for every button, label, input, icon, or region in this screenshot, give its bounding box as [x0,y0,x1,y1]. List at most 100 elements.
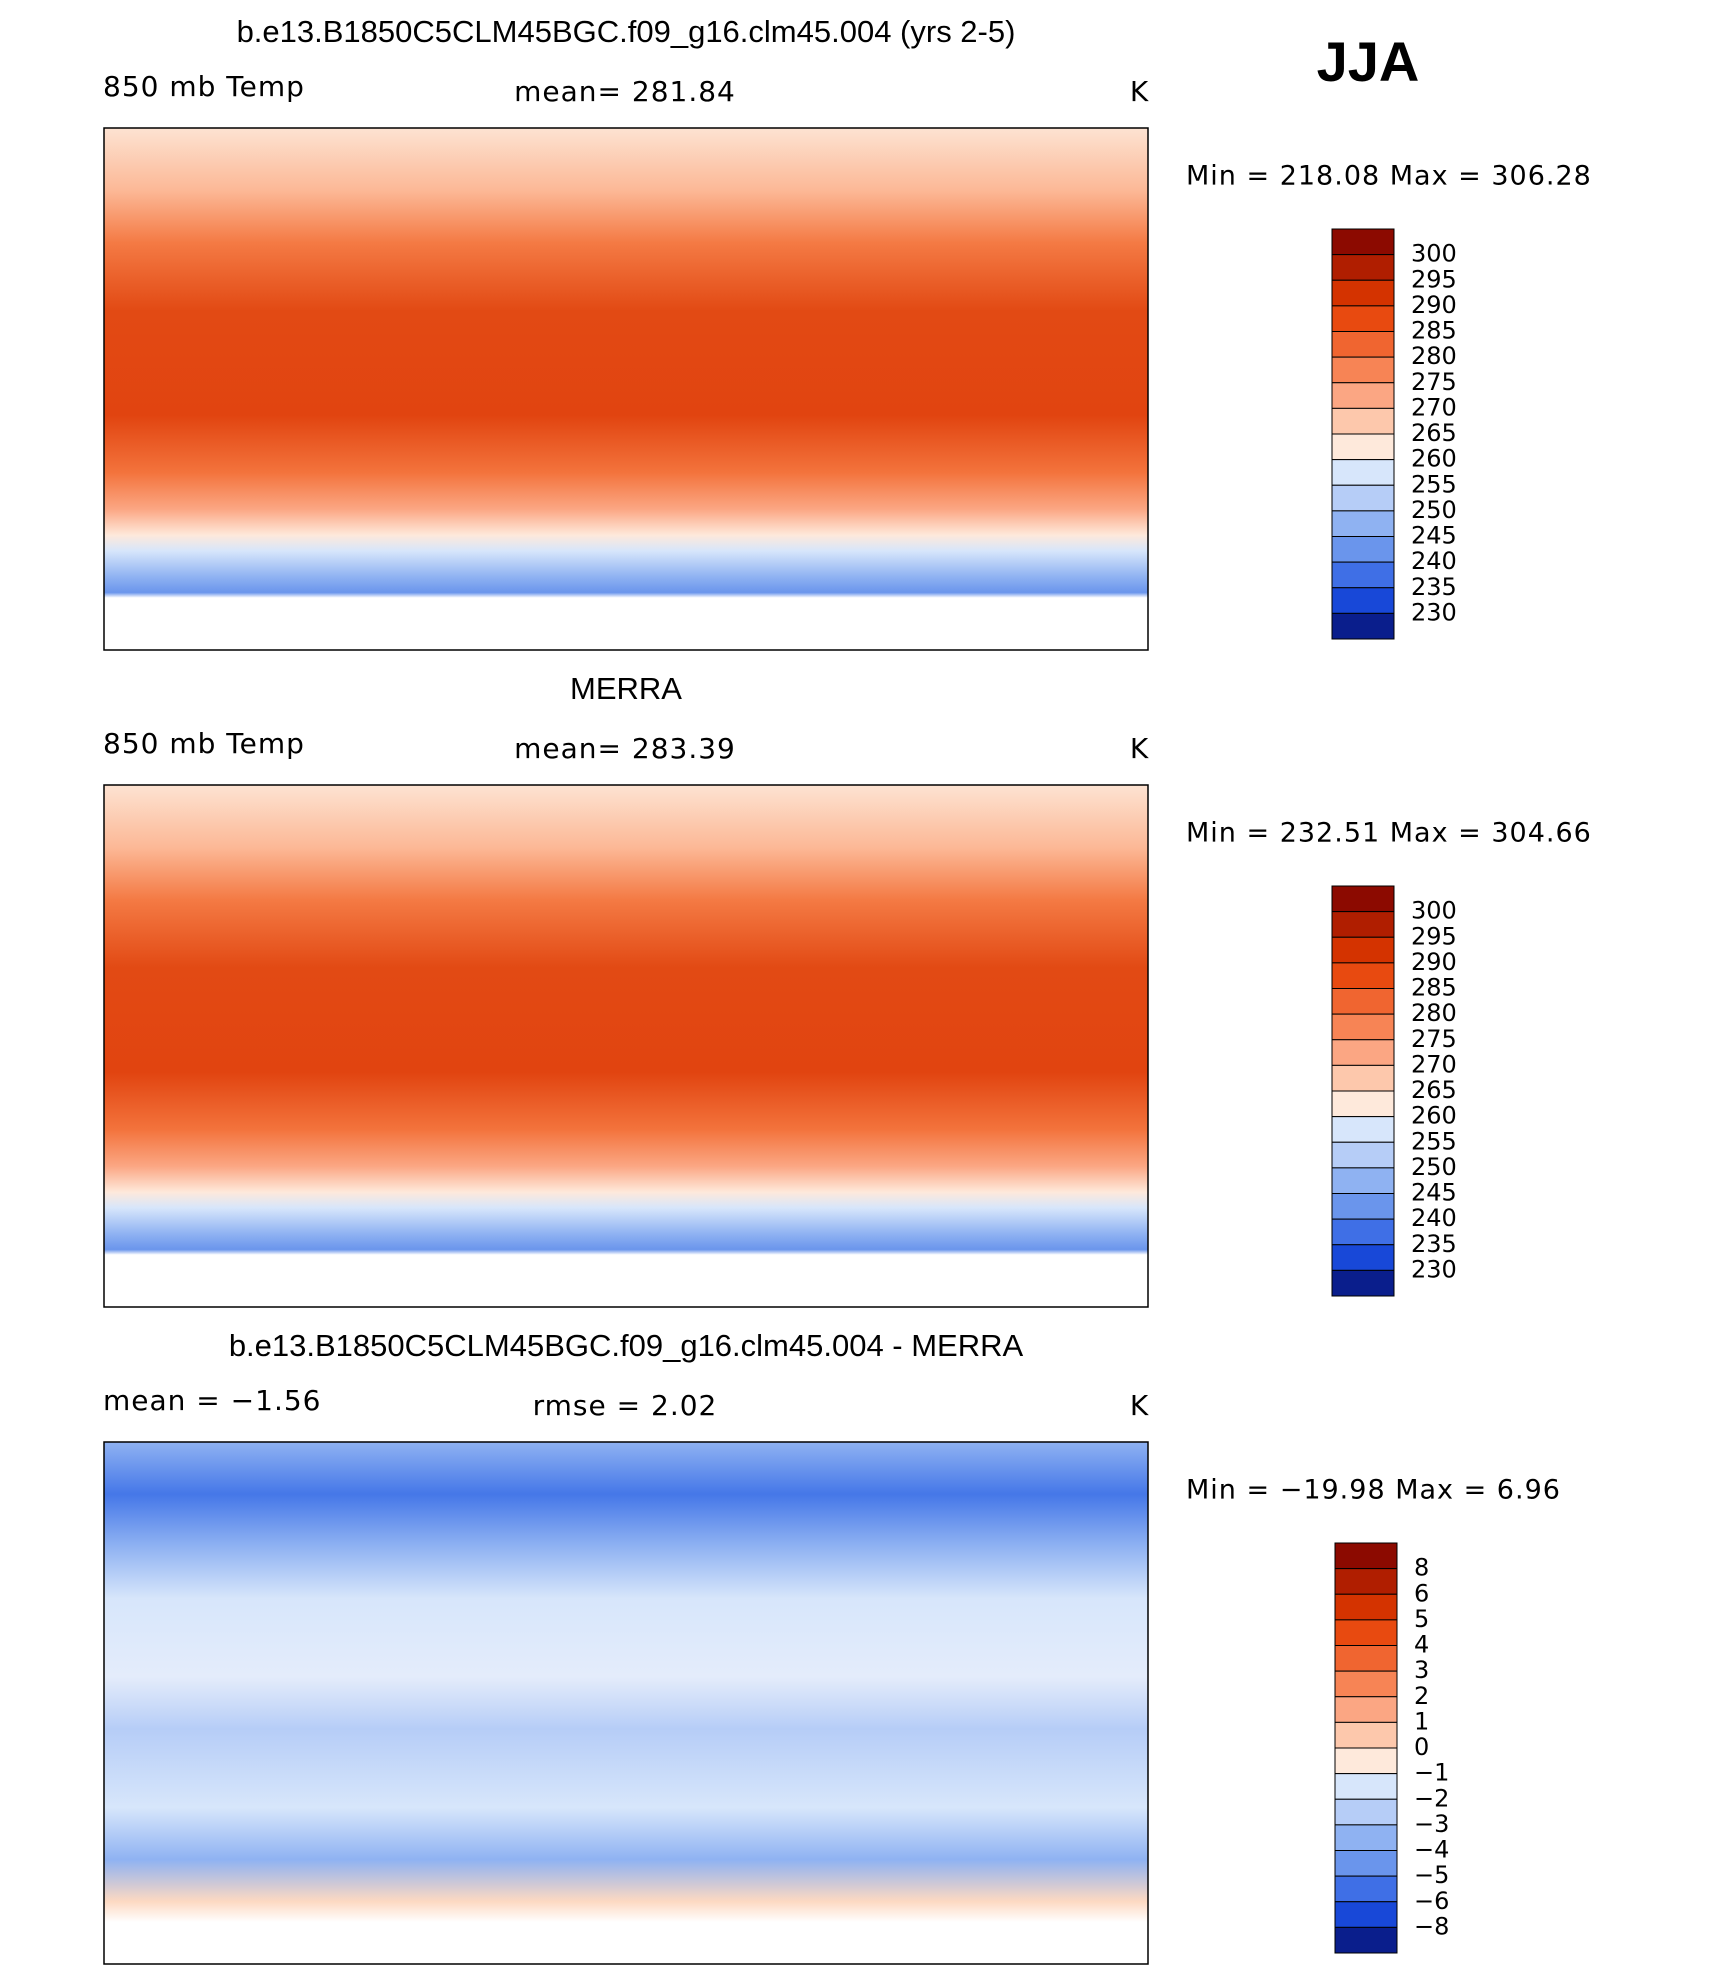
colorbar-label: 3 [1414,1656,1429,1684]
colorbar-box [1334,1670,1398,1698]
colorbar-box [1334,1747,1398,1775]
colorbar-label: −3 [1414,1810,1449,1838]
season-label: JJA [1317,30,1420,93]
center-label: mean= 281.84 [514,75,736,108]
colorbar-label: 1 [1414,1707,1429,1735]
units-label: K [1130,75,1149,108]
colorbar-box [1331,1193,1395,1220]
panel-title: MERRA [570,671,682,706]
panel-title: b.e13.B1850C5CLM45BGC.f09_g16.clm45.004 … [237,14,1016,49]
colorbar-box [1334,1542,1398,1570]
colorbar-label: 240 [1411,1204,1457,1232]
left-label: 850 mb Temp [103,70,305,103]
colorbar-label: 280 [1411,999,1457,1027]
colorbar-label: −2 [1414,1784,1449,1812]
colorbar-label: 0 [1414,1733,1429,1761]
colorbar-box [1331,228,1395,256]
map [103,127,1149,651]
colorbar-box [1331,1039,1395,1066]
colorbar-label: 295 [1411,922,1457,950]
colorbar-label: 230 [1411,598,1457,626]
colorbar-label: 235 [1411,573,1457,601]
colorbar-label: 2 [1414,1682,1429,1710]
colorbar-box [1334,1824,1398,1851]
colorbar-label: 255 [1411,1127,1457,1155]
colorbar-box [1334,1568,1398,1595]
colorbar-box [1334,1645,1398,1672]
colorbar-box [1331,936,1395,964]
colorbar-box [1331,1116,1395,1143]
colorbar-box [1331,885,1395,913]
colorbar-box [1331,305,1395,332]
colorbar-box [1331,459,1395,486]
colorbar-label: −5 [1414,1861,1449,1889]
colorbar-box [1331,962,1395,989]
map [103,784,1149,1308]
colorbar-box [1334,1593,1398,1621]
colorbar-box [1331,433,1395,461]
panel-title: b.e13.B1850C5CLM45BGC.f09_g16.clm45.004 … [229,1328,1024,1363]
colorbar-label: 8 [1414,1554,1429,1582]
colorbar-box [1331,988,1395,1015]
colorbar-label: 245 [1411,522,1457,550]
colorbar-label: 280 [1411,342,1457,370]
colorbar-box [1331,254,1395,281]
colorbar-box [1334,1875,1398,1903]
center-label: mean= 283.39 [514,732,736,765]
colorbar-label: 6 [1414,1579,1429,1607]
center-label: rmse = 2.02 [533,1389,718,1422]
colorbar-box [1331,1141,1395,1169]
colorbar-label: 245 [1411,1179,1457,1207]
colorbar-label: 260 [1411,445,1457,473]
colorbar-label: 300 [1411,240,1457,268]
colorbar-box [1331,1090,1395,1118]
colorbar-label: 250 [1411,496,1457,524]
colorbar-box [1331,407,1395,435]
colorbar-label: 290 [1411,948,1457,976]
colorbar-box [1331,331,1395,358]
colorbar-box [1331,356,1395,384]
colorbar-label: 235 [1411,1230,1457,1258]
colorbar-box [1331,484,1395,512]
units-label: K [1130,732,1149,765]
colorbar-box [1331,536,1395,563]
colorbar-label: 295 [1411,265,1457,293]
colorbar-label: 275 [1411,368,1457,396]
colorbar-box [1334,1721,1398,1749]
map [103,1441,1149,1965]
colorbar-label: −6 [1414,1887,1449,1915]
colorbar-label: 5 [1414,1605,1429,1633]
colorbar-box [1334,1619,1398,1646]
colorbar-label: 275 [1411,1025,1457,1053]
colorbar-box [1331,1218,1395,1246]
colorbar-label: 255 [1411,470,1457,498]
colorbar-box [1334,1798,1398,1826]
colorbar-box [1331,1269,1395,1297]
colorbar-box [1334,1850,1398,1877]
left-label: 850 mb Temp [103,727,305,760]
colorbar-box [1331,279,1395,307]
colorbar-label: 250 [1411,1153,1457,1181]
colorbar-label: 240 [1411,547,1457,575]
colorbar-box [1334,1696,1398,1723]
colorbar-box [1331,1064,1395,1092]
left-label: mean = −1.56 [103,1384,321,1417]
colorbar-label: 4 [1414,1631,1429,1659]
colorbar-box [1331,561,1395,589]
colorbar-box [1331,911,1395,938]
colorbar-label: 300 [1411,897,1457,925]
colorbar-label: 265 [1411,1076,1457,1104]
colorbar-label: 260 [1411,1102,1457,1130]
colorbar-label: 230 [1411,1255,1457,1283]
colorbar-box [1331,1167,1395,1194]
colorbar-label: 285 [1411,974,1457,1002]
colorbar-label: −4 [1414,1836,1449,1864]
units-label: K [1130,1389,1149,1422]
colorbar-box [1331,1244,1395,1271]
colorbar-box [1334,1926,1398,1954]
colorbar-box [1331,587,1395,614]
colorbar-label: 290 [1411,291,1457,319]
colorbar-box [1331,510,1395,537]
colorbar-box [1334,1773,1398,1800]
